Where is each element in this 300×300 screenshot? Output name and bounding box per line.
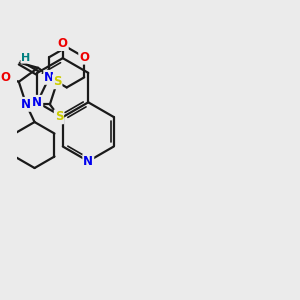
Text: O: O bbox=[58, 37, 68, 50]
Text: N: N bbox=[83, 155, 93, 168]
Text: S: S bbox=[53, 75, 61, 88]
Text: O: O bbox=[79, 51, 89, 64]
Text: S: S bbox=[55, 110, 63, 123]
Text: N: N bbox=[21, 98, 31, 111]
Text: N: N bbox=[32, 96, 42, 109]
Text: N: N bbox=[44, 71, 54, 84]
Text: H: H bbox=[21, 53, 31, 63]
Text: O: O bbox=[0, 71, 10, 84]
